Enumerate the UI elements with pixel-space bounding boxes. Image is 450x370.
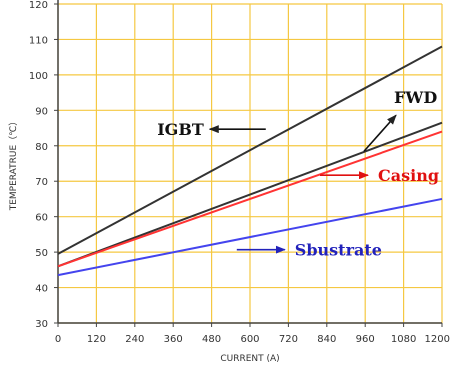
y-tick-label-3: 60 bbox=[35, 213, 48, 224]
y-tick-label-1: 40 bbox=[35, 284, 48, 295]
y-axis-label: TEMPERATRUE（℃） bbox=[8, 117, 19, 212]
x-tick-label-2: 240 bbox=[125, 334, 144, 345]
x-tick-label-4: 480 bbox=[202, 334, 221, 345]
x-tick-label-10: 1200 bbox=[425, 334, 450, 345]
grid bbox=[57, 3, 443, 324]
y-tick-label-5: 80 bbox=[35, 142, 48, 153]
y-tick-label-4: 70 bbox=[35, 177, 48, 188]
x-tick-label-0: 0 bbox=[55, 334, 61, 345]
annotation-arrow-fwd bbox=[363, 114, 397, 152]
annotation-fwd: FWD bbox=[394, 88, 437, 107]
series-line-sbustrate bbox=[57, 197, 443, 277]
annotation-sbustrate: Sbustrate bbox=[295, 241, 382, 260]
series-line-casing bbox=[57, 130, 443, 268]
y-tick-label-8: 110 bbox=[29, 35, 48, 46]
x-tick-label-3: 360 bbox=[164, 334, 183, 345]
y-tick-label-0: 30 bbox=[35, 319, 48, 330]
annotation-igbt: IGBT bbox=[157, 120, 204, 139]
x-axis-label: CURRENT (A) bbox=[220, 354, 279, 364]
series-lines bbox=[57, 45, 443, 277]
annotations: IGBT FWD Casing Sbustrate bbox=[157, 88, 439, 259]
annotation-casing: Casing bbox=[378, 166, 439, 185]
series-line-fwd bbox=[57, 121, 443, 268]
x-tick-label-8: 960 bbox=[356, 334, 375, 345]
tick-labels: 0 120 240 360 480 600 720 840 960 1080 1200 30 40 50 6… bbox=[29, 0, 450, 345]
y-tick-label-7: 100 bbox=[29, 71, 48, 82]
x-tick-label-5: 600 bbox=[240, 334, 259, 345]
x-tick-label-6: 720 bbox=[279, 334, 298, 345]
axes bbox=[54, 0, 443, 327]
y-tick-label-6: 90 bbox=[35, 106, 48, 117]
series-line-igbt bbox=[57, 45, 443, 255]
y-tick-label-2: 50 bbox=[35, 248, 48, 259]
y-tick-label-9: 120 bbox=[29, 0, 48, 11]
x-tick-label-7: 840 bbox=[317, 334, 336, 345]
x-tick-label-1: 120 bbox=[87, 334, 106, 345]
x-tick-label-9: 1080 bbox=[391, 334, 416, 345]
